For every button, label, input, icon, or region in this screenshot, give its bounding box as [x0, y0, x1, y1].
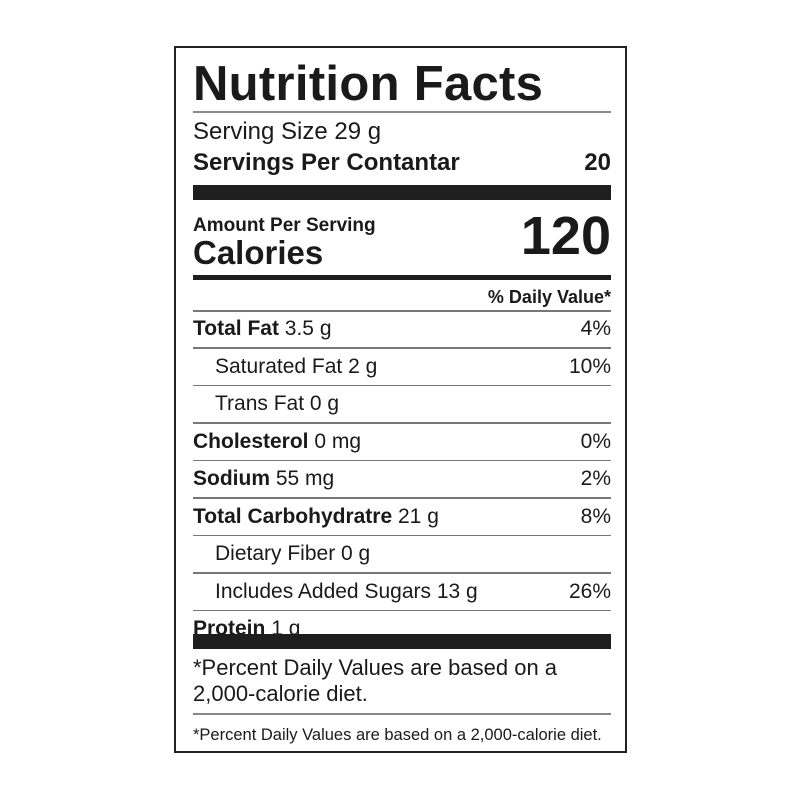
- nutrient-row-added-sugars: Includes Added Sugars 13 g 26%: [193, 574, 611, 610]
- nutrient-dv: 4%: [580, 317, 611, 340]
- thick-divider: [193, 634, 611, 649]
- nutrient-name: Saturated Fat 2 g: [215, 354, 378, 378]
- nutrient-amount: 55 mg: [275, 467, 335, 490]
- divider: [193, 572, 611, 574]
- nutrient-name: Trans Fat 0 g: [215, 392, 340, 415]
- nutrient-amount: 3.5 g: [284, 317, 332, 340]
- serving-size: Serving Size 29 g: [193, 118, 382, 145]
- nutrient-amount: 0 mg: [314, 429, 362, 453]
- nutrient-name: Sodium: [193, 467, 270, 490]
- divider: [193, 384, 611, 386]
- nutrient-dv: 2%: [580, 467, 611, 490]
- medium-divider: [193, 275, 611, 280]
- divider: [193, 497, 611, 499]
- divider: [193, 459, 611, 461]
- label-title: Nutrition Facts: [193, 57, 544, 111]
- nutrient-name: Total Carbohydratre: [193, 504, 393, 528]
- nutrient-list: Total Fat 3.5 g 4% Saturated Fat 2 g 10% T…: [193, 311, 611, 647]
- nutrient-row-cholesterol: Cholesterol 0 mg 0%: [193, 424, 611, 460]
- nutrient-dv: 10%: [568, 354, 611, 378]
- nutrient-row-total-fat: Total Fat 3.5 g 4%: [193, 311, 611, 347]
- footnote-large: *Percent Daily Values are based on a 2,0…: [193, 655, 558, 706]
- divider: [193, 713, 611, 715]
- nutrition-facts-label: Nutrition Facts Serving Size 29 g Servin…: [174, 46, 627, 753]
- nutrient-row-saturated-fat: Saturated Fat 2 g 10%: [193, 349, 611, 385]
- nutrient-row-sodium: Sodium 55 mg 2%: [193, 461, 611, 497]
- nutrient-dv: 26%: [568, 579, 611, 603]
- nutrient-name: Includes Added Sugars 13 g: [215, 579, 478, 603]
- footnote-small: *Percent Daily Values are based on a 2,0…: [193, 726, 602, 744]
- divider: [193, 609, 611, 611]
- divider: [193, 422, 611, 424]
- thick-divider: [193, 185, 611, 200]
- divider: [193, 347, 611, 349]
- divider: [193, 534, 611, 536]
- servings-per-container-value: 20: [584, 149, 611, 176]
- calories-label: Calories: [193, 234, 324, 271]
- nutrient-row-total-carbohydrate: Total Carbohydratre 21 g 8%: [193, 499, 611, 535]
- calories-value: 120: [520, 206, 611, 266]
- divider: [193, 310, 611, 312]
- servings-per-container-label: Servings Per Contantar: [193, 149, 460, 176]
- daily-value-header: % Daily Value*: [487, 287, 611, 307]
- nutrient-dv: 8%: [580, 504, 611, 528]
- nutrient-row-dietary-fiber: Dietary Fiber 0 g: [193, 536, 611, 572]
- amount-per-serving: Amount Per Serving: [193, 215, 376, 236]
- servings-per-container: Servings Per Contantar 20: [193, 149, 611, 177]
- nutrient-name: Total Fat: [193, 317, 279, 340]
- nutrient-name: Dietary Fiber 0 g: [215, 542, 371, 565]
- divider: [193, 111, 611, 113]
- nutrient-dv: 0%: [580, 429, 611, 453]
- nutrient-name: Cholesterol: [193, 429, 309, 453]
- nutrient-amount: 21 g: [398, 504, 439, 528]
- nutrient-row-trans-fat: Trans Fat 0 g: [193, 386, 611, 422]
